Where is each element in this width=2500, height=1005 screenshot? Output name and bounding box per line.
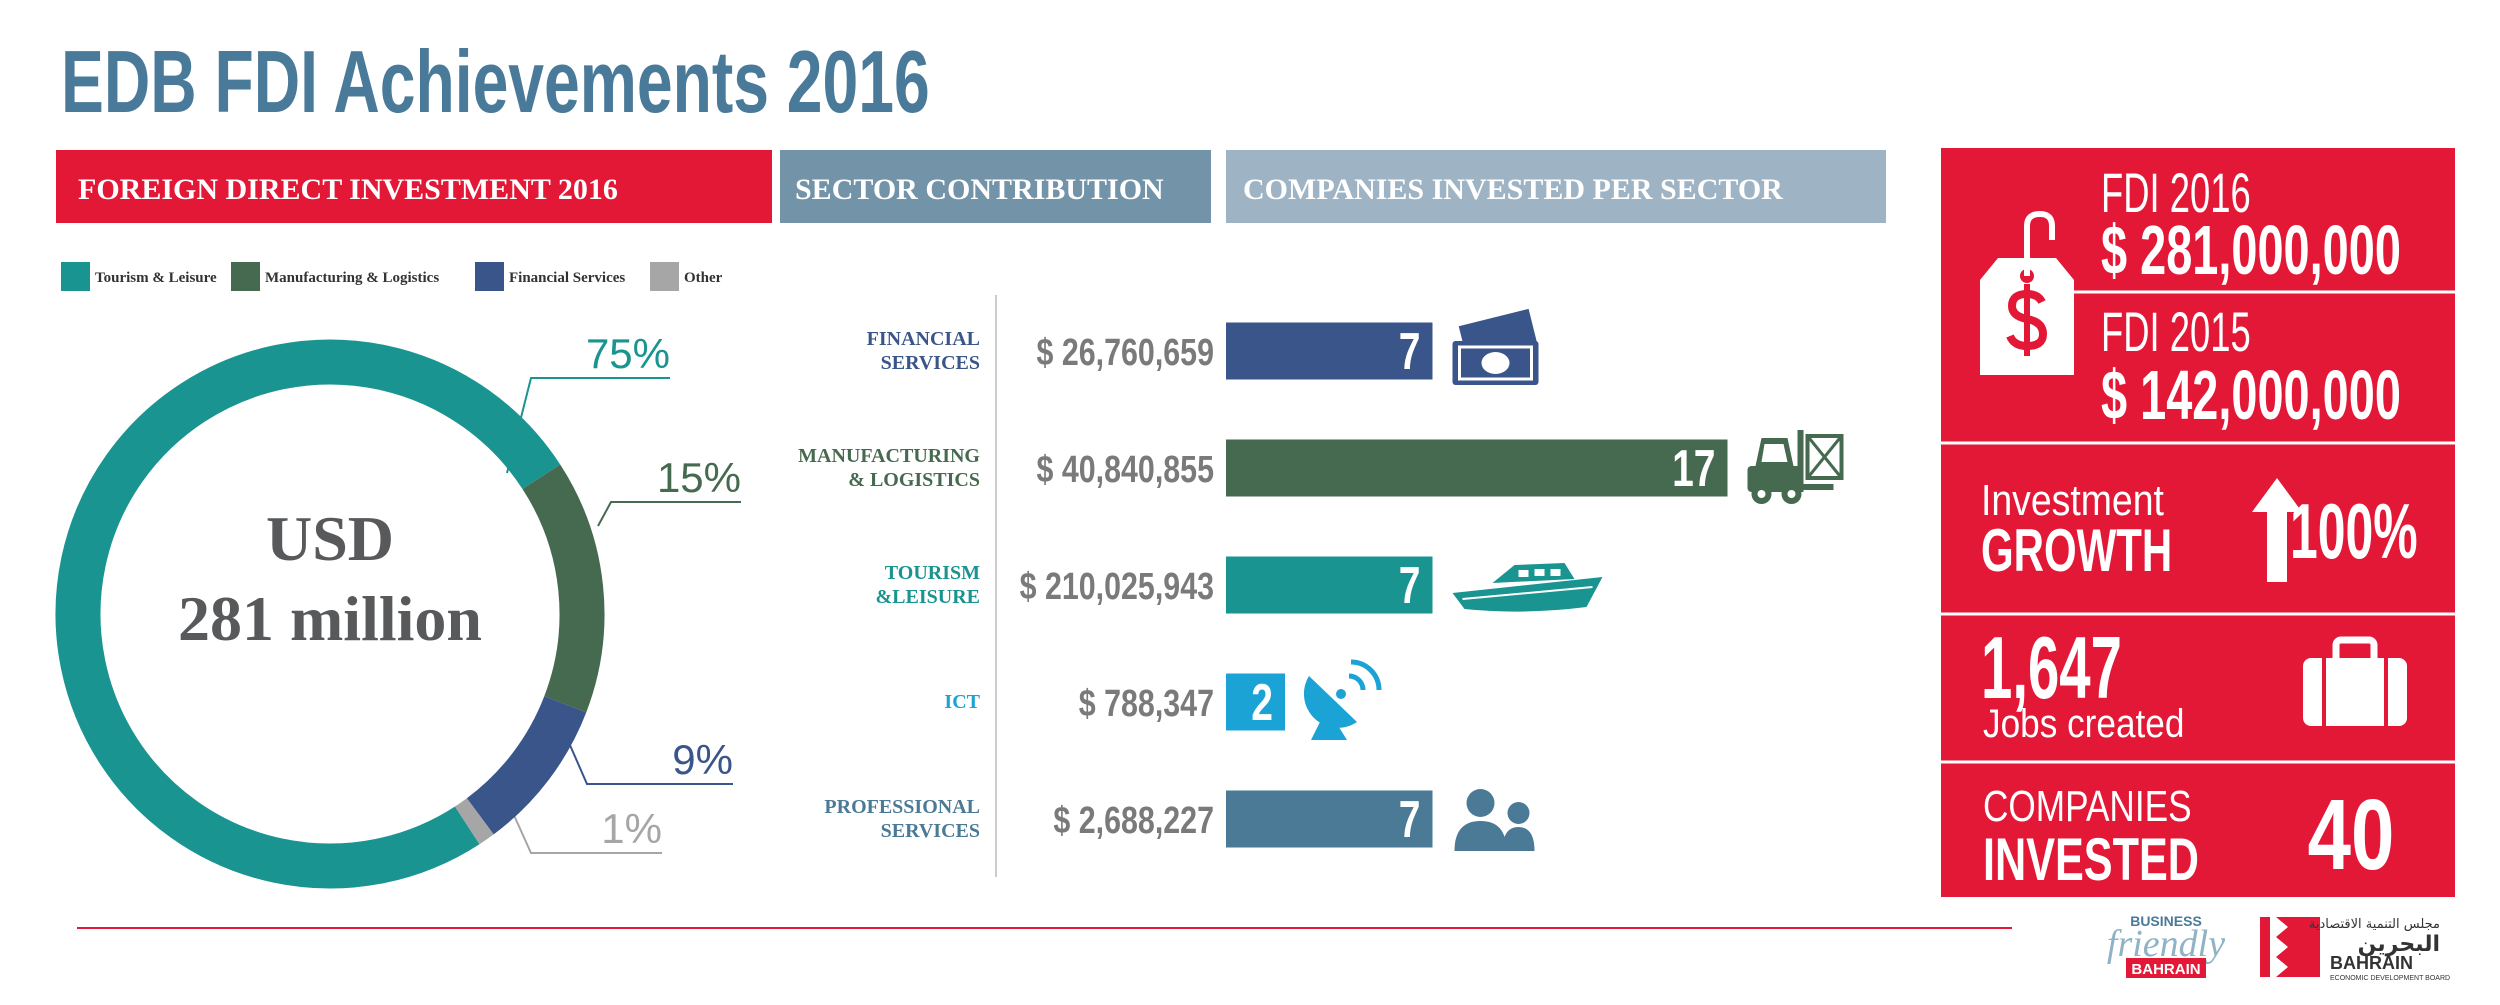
legend-swatch [231, 262, 260, 291]
header-text: FOREIGN DIRECT INVESTMENT 2016 [78, 173, 618, 206]
kpi-value: $ 281,000,000 [2101, 211, 2401, 290]
kpi-emphasis: INVESTED [1983, 827, 2199, 894]
donut-segment [454, 798, 494, 845]
kpi-label: Jobs created [1983, 701, 2184, 746]
bar [1226, 673, 1285, 731]
bar-value-label: 7 [1399, 555, 1421, 614]
contribution-label: $ 210,025,943 [1020, 566, 1214, 608]
kpi-label: FDI 2016 [2101, 162, 2251, 225]
kpi-value: $ 142,000,000 [2101, 356, 2401, 435]
contribution-label: $ 788,347 [1079, 683, 1214, 725]
up-arrow-icon [2252, 478, 2302, 582]
category-label: MANUFACTURING & LOGISTICS [798, 445, 980, 491]
donut-segment [55, 339, 561, 889]
kpi-emphasis: GROWTH [1981, 517, 2172, 584]
sector-icon [1454, 789, 1535, 851]
legend-label: Tourism & Leisure [95, 270, 217, 286]
kpi-label: COMPANIES [1983, 782, 2192, 831]
category-label: ICT [944, 691, 980, 713]
logo-text: ECONOMIC DEVELOPMENT BOARD [2330, 975, 2450, 982]
category-label: PROFESSIONAL SERVICES [824, 796, 980, 842]
category-label: TOURISM &LEISURE [875, 562, 980, 608]
value-label: 15% [657, 454, 741, 501]
kpi-value: 1,647 [1981, 618, 2122, 717]
bar [1226, 556, 1433, 614]
header-text: SECTOR CONTRIBUTION [795, 173, 1164, 206]
briefcase-icon [2303, 636, 2407, 726]
bar-value-label: 7 [1399, 789, 1421, 848]
leader-line [565, 735, 733, 785]
header-bar [56, 150, 772, 223]
kpi-label: Investment [1981, 475, 2165, 525]
bar [1226, 439, 1728, 497]
page-title: EDB FDI Achievements 2016 [61, 33, 930, 131]
legend-label: Manufacturing & Logistics [265, 270, 439, 286]
legend-swatch [475, 262, 504, 291]
edb-logo: مجلس التنمية الاقتصادية البحرين BAHRAIN … [2260, 917, 2450, 982]
business-friendly-logo: BUSINESS friendly BAHRAIN [2107, 913, 2225, 978]
kpi-label: FDI 2015 [2101, 301, 2251, 364]
logo-text: البحرين [2358, 932, 2440, 957]
legend-swatch [650, 262, 679, 291]
category-label: FINANCIAL SERVICES [866, 328, 980, 374]
legend-swatch [61, 262, 90, 291]
header-bar [780, 150, 1211, 223]
sector-icon [1304, 662, 1379, 740]
value-label: 75% [586, 330, 670, 377]
header-text: COMPANIES INVESTED PER SECTOR [1243, 173, 1783, 206]
logo-band [2126, 958, 2206, 978]
logo-text: BUSINESS [2130, 913, 2202, 929]
bar-value-label: 2 [1251, 672, 1273, 731]
legend-label: Other [684, 270, 723, 286]
kpi-value: 100% [2290, 488, 2418, 575]
value-label: 1% [601, 805, 662, 852]
logo-text: BAHRAIN [2131, 961, 2200, 978]
center-text: USD [266, 503, 394, 574]
bar [1226, 790, 1433, 848]
value-label: 9% [672, 736, 733, 783]
bar-value-label: 7 [1399, 321, 1421, 380]
sector-icon [1451, 562, 1604, 613]
leader-line [512, 812, 662, 854]
donut-segment [466, 695, 587, 835]
price-tag-icon [1980, 210, 2074, 375]
contribution-label: $ 40,840,855 [1037, 449, 1214, 491]
logo-mark [2270, 917, 2288, 977]
sector-icon [1745, 428, 1844, 506]
logo-text: مجلس التنمية الاقتصادية [2309, 917, 2440, 932]
kpi-value: 40 [2308, 780, 2395, 892]
contribution-label: $ 26,760,659 [1037, 332, 1214, 374]
sector-icon [1451, 307, 1540, 387]
leader-line [597, 501, 741, 527]
header-bar [1226, 150, 1886, 223]
contribution-label: $ 2,688,227 [1053, 800, 1214, 842]
donut-segment [522, 464, 605, 713]
center-text: 281 million [178, 583, 482, 654]
bar-value-label: 17 [1672, 438, 1715, 497]
logo-text: BAHRAIN [2330, 953, 2413, 973]
legend-label: Financial Services [509, 270, 625, 286]
bar [1226, 322, 1433, 380]
